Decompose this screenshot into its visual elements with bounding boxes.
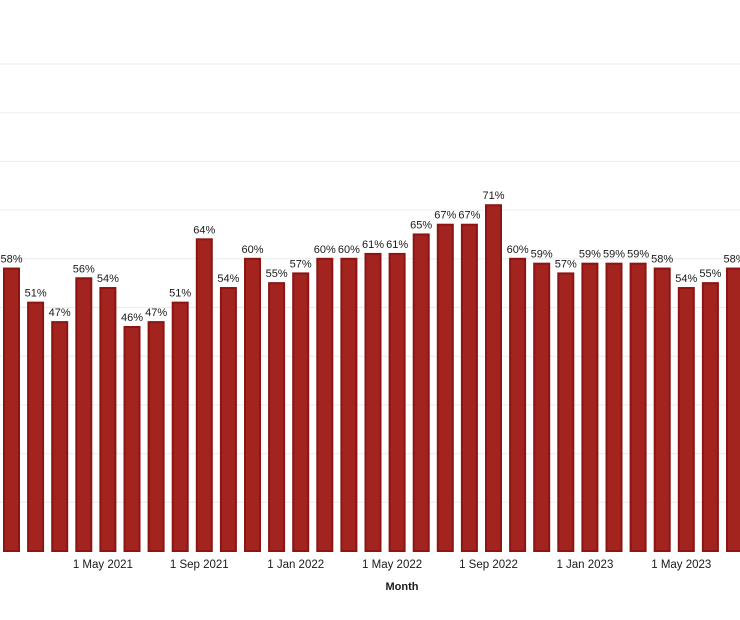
- bar[interactable]: [195, 238, 213, 552]
- bar[interactable]: [75, 277, 93, 552]
- bar[interactable]: [244, 257, 261, 552]
- data-label: 60%: [338, 244, 360, 256]
- data-label: 55%: [266, 268, 288, 280]
- data-label: 51%: [25, 288, 47, 300]
- data-label: 60%: [314, 244, 336, 256]
- data-label: 59%: [579, 249, 601, 261]
- data-label: 65%: [410, 219, 432, 231]
- bar[interactable]: [388, 252, 406, 552]
- data-label: 54%: [675, 273, 697, 285]
- x-axis-ticks: 1 May 2021 1 Sep 2021 1 Jan 2022 1 May 2022…: [73, 559, 712, 571]
- data-label: 64%: [193, 224, 215, 236]
- bar[interactable]: [629, 262, 647, 552]
- x-tick-label: 1 Sep 2021: [170, 559, 229, 571]
- data-label: 61%: [362, 239, 384, 251]
- x-tick-label: 1 Jan 2023: [556, 559, 613, 571]
- data-label: 67%: [458, 210, 480, 222]
- bar[interactable]: [533, 262, 551, 552]
- bar[interactable]: [99, 287, 117, 552]
- data-label: 51%: [169, 288, 191, 300]
- data-label: 46%: [121, 312, 143, 324]
- bar[interactable]: [557, 272, 575, 552]
- bar[interactable]: [436, 223, 454, 553]
- data-label: 60%: [241, 244, 263, 256]
- data-label: 59%: [531, 249, 553, 261]
- bar[interactable]: [581, 262, 599, 552]
- data-label: 59%: [627, 249, 649, 261]
- bar[interactable]: [701, 282, 719, 552]
- bar[interactable]: [726, 267, 740, 552]
- bar[interactable]: [460, 223, 478, 553]
- bar[interactable]: [292, 272, 310, 552]
- bar[interactable]: [605, 262, 623, 552]
- x-tick-label: 1 May 2021: [73, 559, 133, 571]
- data-label: 54%: [97, 273, 119, 285]
- data-label: 67%: [434, 210, 456, 222]
- x-tick-label: 1 May 2022: [362, 559, 422, 571]
- data-label: 54%: [217, 273, 239, 285]
- bar[interactable]: [268, 282, 286, 552]
- bar[interactable]: [27, 301, 45, 552]
- bar[interactable]: [509, 257, 527, 552]
- bar[interactable]: [364, 252, 382, 552]
- bar[interactable]: [340, 257, 358, 552]
- data-label: 58%: [0, 254, 22, 266]
- bar[interactable]: [171, 301, 189, 552]
- data-label: 61%: [386, 239, 408, 251]
- data-label: 58%: [723, 254, 740, 266]
- data-label: 58%: [651, 254, 673, 266]
- data-label: 56%: [73, 263, 95, 275]
- data-label: 47%: [49, 307, 71, 319]
- bar[interactable]: [653, 267, 671, 552]
- data-label: 59%: [603, 249, 625, 261]
- bar[interactable]: [316, 257, 334, 552]
- data-label: 55%: [699, 268, 721, 280]
- data-label: 60%: [507, 244, 529, 256]
- bars: [3, 204, 740, 553]
- bar[interactable]: [219, 287, 237, 552]
- bar[interactable]: [123, 325, 141, 553]
- data-label: 57%: [290, 258, 312, 270]
- bar[interactable]: [677, 287, 695, 552]
- data-label: 71%: [482, 190, 504, 202]
- data-label: 57%: [555, 258, 577, 270]
- bar[interactable]: [485, 204, 502, 552]
- data-labels: 58%51%47%56%54%46% 47%51%64%54%60%55%57%6…: [0, 190, 740, 324]
- data-label: 47%: [145, 307, 167, 319]
- x-axis-title: Month: [386, 581, 419, 593]
- bar[interactable]: [51, 321, 69, 552]
- bar[interactable]: [147, 321, 165, 552]
- bar[interactable]: [3, 267, 20, 552]
- x-tick-label: 1 May 2023: [651, 559, 711, 571]
- bar[interactable]: [412, 233, 430, 552]
- x-tick-label: 1 Sep 2022: [459, 559, 518, 571]
- x-tick-label: 1 Jan 2022: [267, 559, 324, 571]
